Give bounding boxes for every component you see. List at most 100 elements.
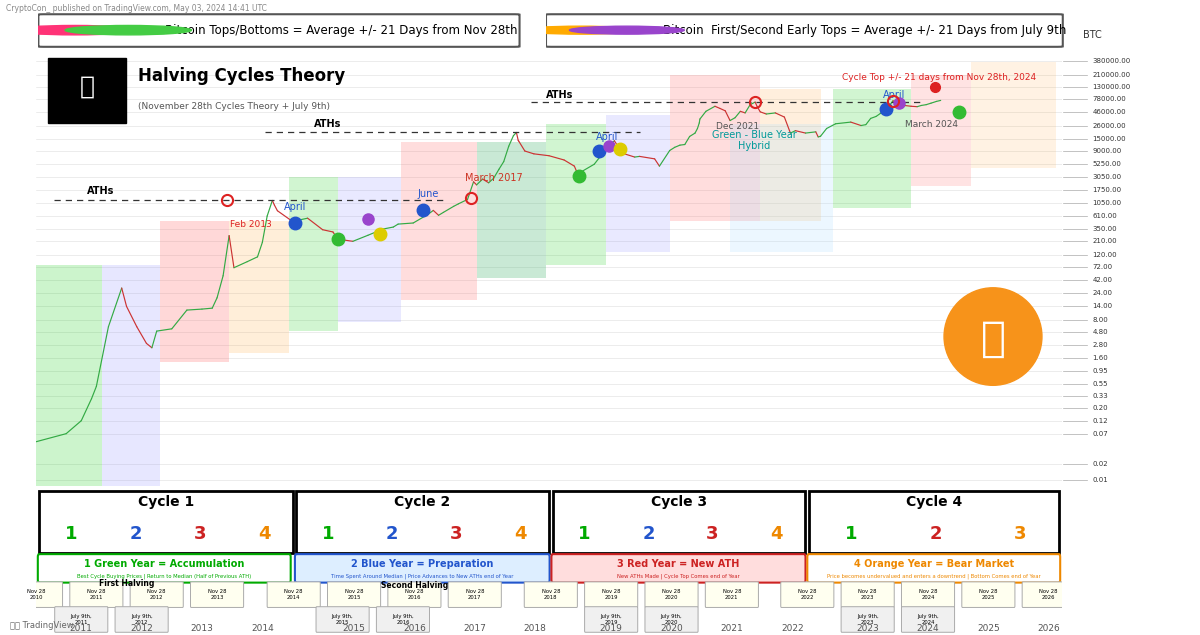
Bar xyxy=(809,491,1058,553)
Text: 26000.00: 26000.00 xyxy=(1092,123,1126,128)
Text: 350.00: 350.00 xyxy=(1092,226,1117,232)
Text: 15000.00: 15000.00 xyxy=(1092,136,1126,142)
FancyBboxPatch shape xyxy=(70,582,122,608)
FancyBboxPatch shape xyxy=(584,582,637,608)
Bar xyxy=(476,142,546,278)
Text: 3: 3 xyxy=(193,525,206,544)
FancyBboxPatch shape xyxy=(10,582,62,608)
Text: 0.02: 0.02 xyxy=(1092,461,1108,467)
Text: 8.00: 8.00 xyxy=(1092,317,1108,323)
Bar xyxy=(337,177,401,323)
Text: ATHs: ATHs xyxy=(313,119,341,129)
Text: Bitcoin  First/Second Early Tops = Average +/- 21 Days from July 9th: Bitcoin First/Second Early Tops = Averag… xyxy=(664,23,1067,37)
Text: Nov 28
2026: Nov 28 2026 xyxy=(1039,589,1058,600)
Text: 3050.00: 3050.00 xyxy=(1092,174,1121,180)
Text: 14.00: 14.00 xyxy=(1092,304,1112,309)
Text: July 9th,
2023: July 9th, 2023 xyxy=(857,614,878,625)
Text: 2022: 2022 xyxy=(781,624,804,632)
FancyBboxPatch shape xyxy=(644,606,698,632)
Text: ATHs: ATHs xyxy=(88,186,115,196)
FancyBboxPatch shape xyxy=(644,582,698,608)
FancyBboxPatch shape xyxy=(191,582,244,608)
FancyBboxPatch shape xyxy=(388,582,440,608)
Bar xyxy=(296,491,550,553)
Circle shape xyxy=(944,288,1042,385)
Circle shape xyxy=(65,25,192,35)
FancyBboxPatch shape xyxy=(781,582,834,608)
Text: 2 Blue Year = Preparation: 2 Blue Year = Preparation xyxy=(352,559,493,568)
Text: 4: 4 xyxy=(770,525,782,544)
Text: 0.07: 0.07 xyxy=(1092,431,1108,437)
Bar xyxy=(476,142,546,278)
Text: Cycle Top +/- 21 days from Nov 28th, 2024: Cycle Top +/- 21 days from Nov 28th, 202… xyxy=(841,73,1036,83)
Text: 380000.00: 380000.00 xyxy=(1092,58,1130,64)
Text: 42.00: 42.00 xyxy=(1092,277,1112,283)
Text: Ⓒ: Ⓒ xyxy=(80,75,95,99)
Text: 2011: 2011 xyxy=(70,624,92,632)
FancyBboxPatch shape xyxy=(841,582,894,608)
Text: 2015: 2015 xyxy=(343,624,366,632)
Text: 130000.00: 130000.00 xyxy=(1092,84,1130,90)
Text: 2025: 2025 xyxy=(977,624,1000,632)
Text: 1050.00: 1050.00 xyxy=(1092,199,1121,206)
Text: 2016: 2016 xyxy=(403,624,426,632)
Text: 210000.00: 210000.00 xyxy=(1092,72,1130,78)
Text: Nov 28
2020: Nov 28 2020 xyxy=(662,589,680,600)
Text: 2013: 2013 xyxy=(191,624,214,632)
Text: 4: 4 xyxy=(515,525,527,544)
Text: 610.00: 610.00 xyxy=(1092,213,1117,218)
Text: Nov 28
2014: Nov 28 2014 xyxy=(284,589,302,600)
Text: 2020: 2020 xyxy=(660,624,683,632)
Text: 0.12: 0.12 xyxy=(1092,418,1108,424)
Bar xyxy=(833,89,911,208)
Text: Feb 2013: Feb 2013 xyxy=(230,220,272,229)
Text: (November 28th Cycles Theory + July 9th): (November 28th Cycles Theory + July 9th) xyxy=(138,102,330,111)
Text: 3: 3 xyxy=(707,525,719,544)
FancyBboxPatch shape xyxy=(449,582,502,608)
Bar xyxy=(606,115,670,252)
FancyBboxPatch shape xyxy=(524,582,577,608)
FancyBboxPatch shape xyxy=(268,582,320,608)
Bar xyxy=(40,491,293,553)
Text: July 9th,
2019: July 9th, 2019 xyxy=(600,614,622,625)
Text: Best Cycle Buying Prices | Return to Median (Half of Previous ATH): Best Cycle Buying Prices | Return to Med… xyxy=(77,574,251,579)
Circle shape xyxy=(12,25,138,35)
Text: Nov 28
2018: Nov 28 2018 xyxy=(541,589,560,600)
Text: 24.00: 24.00 xyxy=(1092,290,1112,297)
Text: 🅃🅅 TradingView: 🅃🅅 TradingView xyxy=(10,621,73,630)
Text: 1: 1 xyxy=(845,525,857,544)
Text: First Halving: First Halving xyxy=(98,578,155,587)
Text: 2: 2 xyxy=(929,525,942,544)
Text: BTC: BTC xyxy=(1084,30,1102,40)
Bar xyxy=(546,124,606,265)
Text: 2026: 2026 xyxy=(1037,624,1060,632)
Text: 1.60: 1.60 xyxy=(1092,356,1108,361)
Text: 2: 2 xyxy=(130,525,142,544)
FancyBboxPatch shape xyxy=(841,606,894,632)
Circle shape xyxy=(522,26,637,34)
Text: 2021: 2021 xyxy=(720,624,743,632)
Bar xyxy=(36,265,102,486)
Text: Nov 28
2021: Nov 28 2021 xyxy=(722,589,742,600)
Text: Nov 28
2022: Nov 28 2022 xyxy=(798,589,816,600)
Text: Nov 28
2012: Nov 28 2012 xyxy=(148,589,166,600)
Text: 3 Red Year = New ATH: 3 Red Year = New ATH xyxy=(617,559,739,568)
FancyBboxPatch shape xyxy=(706,582,758,608)
Text: March 2017: March 2017 xyxy=(464,173,522,183)
Circle shape xyxy=(570,26,684,34)
Text: 9000.00: 9000.00 xyxy=(1092,148,1122,154)
Text: CryptoCon_ published on TradingView.com, May 03, 2024 14:41 UTC: CryptoCon_ published on TradingView.com,… xyxy=(6,4,266,13)
Text: Nov 28
2025: Nov 28 2025 xyxy=(979,589,997,600)
FancyBboxPatch shape xyxy=(584,606,637,632)
Text: Second Halving: Second Halving xyxy=(380,582,448,591)
Text: 1750.00: 1750.00 xyxy=(1092,187,1121,194)
Text: Cycle 1: Cycle 1 xyxy=(138,495,194,509)
Text: 4 Orange Year = Bear Market: 4 Orange Year = Bear Market xyxy=(853,559,1014,568)
FancyBboxPatch shape xyxy=(316,606,370,632)
FancyBboxPatch shape xyxy=(55,606,108,632)
Text: Nov 28
2011: Nov 28 2011 xyxy=(88,589,106,600)
Bar xyxy=(160,221,229,362)
FancyBboxPatch shape xyxy=(808,554,1060,583)
Text: 3: 3 xyxy=(450,525,463,544)
Text: Price becomes undervalued and enters a downtrend | Bottom Comes end of Year: Price becomes undervalued and enters a d… xyxy=(827,574,1040,579)
